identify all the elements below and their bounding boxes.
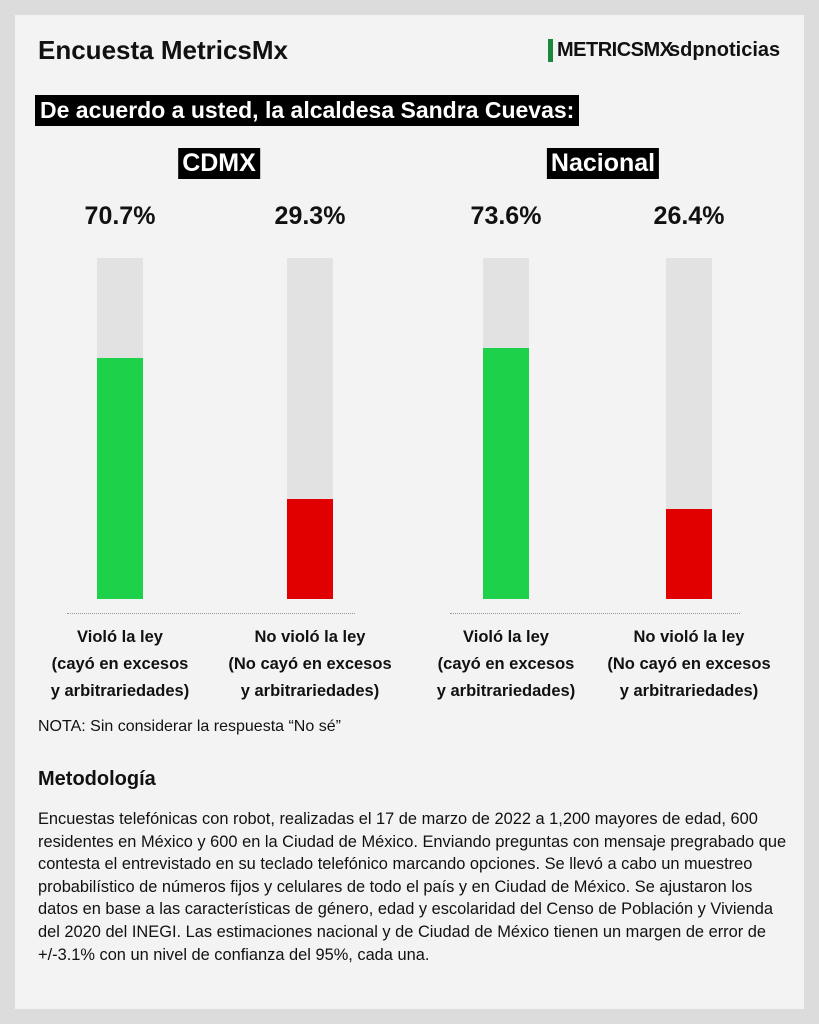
value-label: 26.4% <box>653 202 725 230</box>
card: Encuesta MetricsMx METRICSMX sdpnoticias… <box>15 15 804 1009</box>
baseline <box>67 613 355 614</box>
category-label: Violó la ley (cayó en excesos y arbitrar… <box>436 628 576 700</box>
note: NOTA: Sin considerar la respuesta “No sé… <box>38 718 341 735</box>
methodology-text: Encuestas telefónicas con robot, realiza… <box>38 810 787 964</box>
bar <box>97 357 143 599</box>
chart-title: CDMX <box>178 148 260 179</box>
title: Encuesta MetricsMx <box>38 35 288 65</box>
bar <box>287 499 333 599</box>
question: De acuerdo a usted, la alcaldesa Sandra … <box>35 95 580 126</box>
category-label: No violó la ley (No cayó en excesos y ar… <box>228 628 392 700</box>
methodology-title: Metodología <box>38 768 156 790</box>
baseline <box>450 613 740 614</box>
value-label: 29.3% <box>274 202 346 230</box>
bar <box>666 508 712 599</box>
chart-title: Nacional <box>546 148 660 179</box>
bar <box>483 348 529 599</box>
value-label: 73.6% <box>470 202 542 230</box>
value-label: 70.7% <box>84 202 156 230</box>
category-label: Violó la ley (cayó en excesos y arbitrar… <box>50 628 190 700</box>
category-label: No violó la ley (No cayó en excesos y ar… <box>607 628 771 700</box>
logo: METRICSMX <box>548 39 673 62</box>
brand: sdpnoticias <box>669 39 781 61</box>
